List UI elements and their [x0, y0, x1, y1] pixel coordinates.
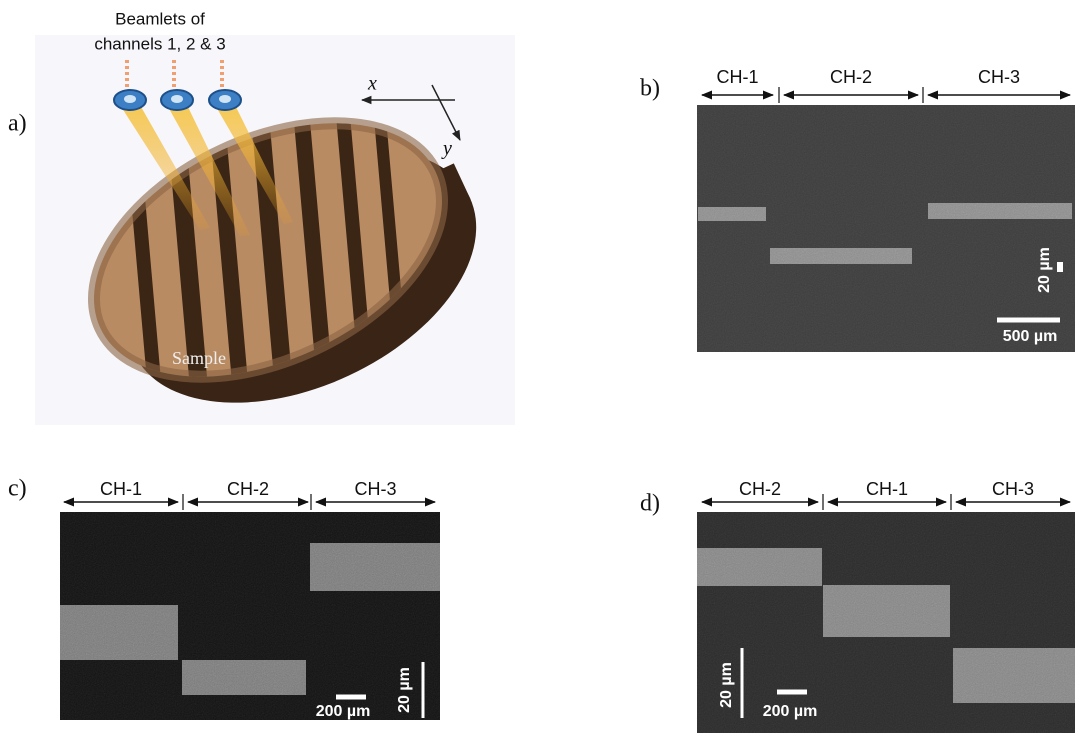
beamlets-title: Beamlets of [115, 9, 205, 28]
channel-label: CH-2 [830, 67, 872, 87]
figure: a) Beamlets of channels 1, 2 & 3 [0, 0, 1075, 733]
surface-band-noise [310, 543, 440, 591]
oct-panel: d) CH-2 CH-1 CH-3 20 µm 200 µm [640, 479, 1075, 733]
panel-label: a) [8, 111, 27, 137]
scale-label-vertical: 20 µm [718, 662, 735, 708]
beamlets-title: channels 1, 2 & 3 [94, 34, 225, 53]
channel-label: CH-3 [978, 67, 1020, 87]
surface-band-noise [823, 585, 950, 637]
panel-label: b) [640, 76, 660, 102]
surface-band-noise [697, 548, 822, 586]
surface-band-noise [182, 660, 306, 695]
oct-panel: b) CH-1 CH-2 CH-3 20 µm 500 µm [640, 67, 1075, 352]
surface-band-noise [60, 605, 178, 660]
surface-band-noise [953, 648, 1075, 703]
scale-label-horizontal: 200 µm [316, 703, 371, 720]
scale-label-vertical: 20 µm [1036, 247, 1053, 293]
panel-a: a) Beamlets of channels 1, 2 & 3 [8, 9, 516, 462]
scale-label-horizontal: 500 µm [1003, 328, 1058, 345]
panel-label: c) [8, 476, 27, 502]
channel-label: CH-2 [739, 479, 781, 499]
surface-band-noise [928, 203, 1072, 219]
oct-noise [697, 105, 1075, 352]
channel-label: CH-1 [100, 479, 142, 499]
y-axis-label: y [441, 138, 452, 160]
scale-label-vertical: 20 µm [396, 667, 413, 713]
surface-band-noise [770, 248, 912, 264]
channel-label: CH-1 [716, 67, 758, 87]
channel-label: CH-3 [354, 479, 396, 499]
x-axis-label: x [367, 73, 377, 95]
oct-panel: c) CH-1 CH-2 CH-3 20 µm 200 µm [8, 476, 440, 721]
surface-band-noise [698, 207, 766, 221]
channel-label: CH-2 [227, 479, 269, 499]
channel-label: CH-3 [992, 479, 1034, 499]
scale-label-horizontal: 200 µm [763, 703, 818, 720]
channel-label: CH-1 [866, 479, 908, 499]
sample-label: Sample [172, 348, 226, 368]
panel-label: d) [640, 491, 660, 517]
